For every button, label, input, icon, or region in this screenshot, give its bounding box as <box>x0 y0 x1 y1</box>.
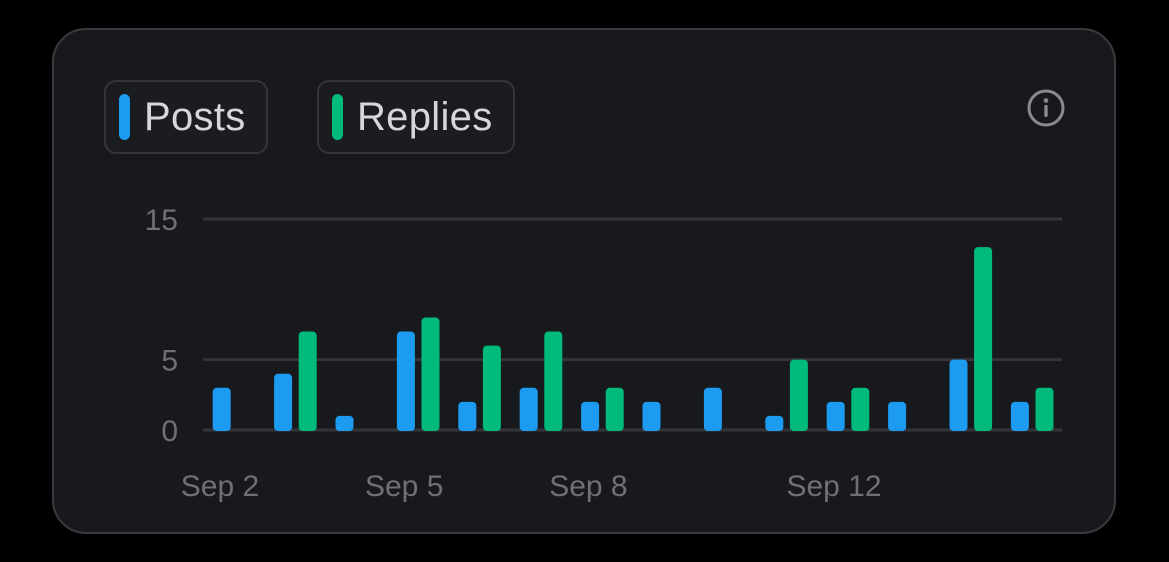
posts-legend-label: Posts <box>144 95 246 139</box>
bar-posts-sep-5[interactable] <box>396 331 415 431</box>
y-tick-label-0: 0 <box>161 415 178 448</box>
replies-legend-label: Replies <box>357 95 493 139</box>
bar-posts-sep-12[interactable] <box>826 401 845 431</box>
x-tick-label-sep-5: Sep 5 <box>365 470 443 503</box>
replies-swatch <box>332 94 343 140</box>
bar-replies-sep-12[interactable] <box>851 387 870 431</box>
bar-posts-sep-7[interactable] <box>519 387 538 431</box>
info-icon-graphic <box>1027 89 1065 127</box>
bar-posts-sep-9[interactable] <box>642 401 661 431</box>
bar-posts-sep-2[interactable] <box>212 387 231 431</box>
bar-posts-sep-3[interactable] <box>274 373 293 431</box>
bar-posts-sep-4[interactable] <box>335 415 354 431</box>
bar-posts-sep-11[interactable] <box>765 415 784 431</box>
bar-posts-sep-13[interactable] <box>888 401 907 431</box>
bar-replies-sep-8[interactable] <box>605 387 624 431</box>
info-icon[interactable] <box>1026 88 1066 128</box>
bar-replies-sep-7[interactable] <box>544 331 563 431</box>
bar-posts-sep-10[interactable] <box>703 387 722 431</box>
x-tick-label-sep-12: Sep 12 <box>786 470 881 503</box>
replies-legend-toggle[interactable]: Replies <box>317 80 515 154</box>
bar-replies-sep-5[interactable] <box>421 317 440 431</box>
posts-legend-toggle[interactable]: Posts <box>104 80 268 154</box>
posts-swatch <box>119 94 130 140</box>
bar-posts-sep-8[interactable] <box>581 401 600 431</box>
y-tick-label-15: 15 <box>145 204 178 237</box>
analytics-card: Posts Replies <box>52 28 1116 534</box>
y-tick-label-5: 5 <box>161 345 178 378</box>
x-tick-label-sep-2: Sep 2 <box>181 470 259 503</box>
bar-replies-sep-14[interactable] <box>974 247 993 431</box>
x-tick-label-sep-8: Sep 8 <box>549 470 627 503</box>
bar-posts-sep-14[interactable] <box>949 359 968 431</box>
bar-replies-sep-6[interactable] <box>482 345 501 431</box>
bar-posts-sep-6[interactable] <box>458 401 477 431</box>
bar-replies-sep-11[interactable] <box>789 359 808 431</box>
bar-posts-sep-15[interactable] <box>1010 401 1029 431</box>
bar-replies-sep-3[interactable] <box>298 331 317 431</box>
bar-replies-sep-15[interactable] <box>1035 387 1054 431</box>
